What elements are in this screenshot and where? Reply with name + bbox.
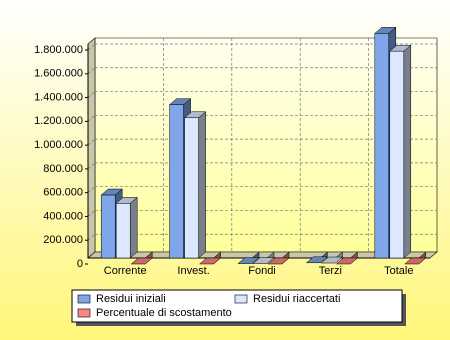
y-tick-label: 0: [77, 258, 83, 270]
bar: [115, 203, 131, 259]
y-tick-label: 1.400.000: [34, 91, 83, 103]
bar: [374, 33, 390, 259]
grid-line: [87, 162, 96, 170]
bar-top: [198, 257, 222, 265]
bar-top: [130, 257, 153, 265]
bar-top: [320, 256, 344, 264]
x-tick-label: Terzi: [319, 265, 342, 277]
grid-line: [87, 43, 96, 51]
bar-top: [335, 257, 359, 265]
legend-swatch: [234, 294, 248, 304]
legend-label: Percentuale di scostamento: [96, 307, 232, 319]
grid-line: [87, 233, 96, 241]
x-tick-label: Invest.: [177, 265, 209, 277]
bar-top: [404, 257, 427, 265]
bar-top: [237, 257, 260, 264]
grid-line: [87, 91, 96, 98]
y-tick-label: 200.000: [43, 234, 83, 246]
grid-line: [87, 186, 96, 193]
bar-side: [129, 196, 138, 259]
y-tick-label: 1.800.000: [34, 44, 83, 56]
legend-label: Residui iniziali: [96, 293, 166, 305]
bar: [184, 117, 199, 259]
bar-side: [198, 111, 206, 259]
y-tick-label: 400.000: [43, 210, 83, 222]
legend-label: Residui riaccertati: [253, 293, 340, 305]
bar-top: [252, 257, 275, 264]
y-tick-label: 1.200.000: [34, 115, 83, 127]
legend-swatch: [77, 294, 91, 304]
grid-line: [87, 115, 96, 122]
y-tick-label: 600.000: [43, 187, 83, 199]
legend-swatch: [77, 308, 91, 318]
bar: [169, 104, 184, 259]
x-tick-label: Totale: [384, 265, 413, 277]
x-tick-label: Corrente: [104, 265, 147, 277]
y-tick-label: 800.000: [43, 163, 83, 175]
bar-top: [267, 257, 290, 265]
bar-side: [403, 44, 412, 259]
bar: [389, 50, 405, 259]
left-wall: [87, 37, 96, 259]
y-tick-label: 1.000.000: [34, 139, 83, 151]
bar-top: [305, 256, 329, 264]
legend-items: Residui iniziali Residui riaccertati Perce…: [77, 293, 340, 319]
y-tick-label: 1.600.000: [34, 68, 83, 80]
x-tick-label: Fondi: [248, 265, 276, 277]
grid-line: [87, 210, 96, 217]
plot: 0 200.000 400.000 600.000 800.000 1.000.000 1.…: [34, 26, 438, 277]
bar: [100, 194, 116, 259]
grid-line: [87, 138, 96, 146]
grid-line: [87, 67, 96, 75]
